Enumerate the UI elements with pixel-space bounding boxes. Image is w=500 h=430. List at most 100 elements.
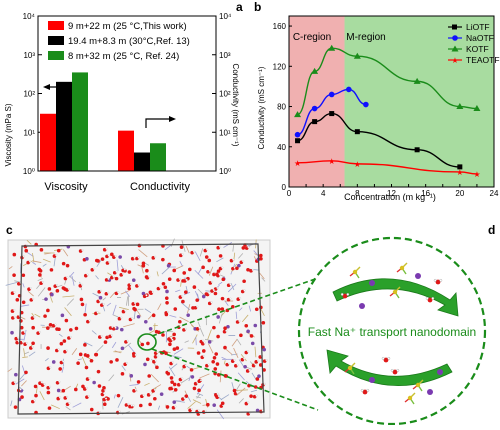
hydrogen-atom (180, 325, 182, 327)
atom (121, 372, 125, 376)
atom (207, 259, 211, 263)
y-tick-label: 10⁰ (23, 167, 35, 176)
hydrogen-atom (108, 261, 110, 263)
atom (103, 402, 107, 406)
atom (188, 268, 192, 272)
atom (221, 402, 225, 406)
atom (149, 327, 153, 331)
hydrogen-atom (49, 386, 51, 388)
atom (235, 266, 239, 270)
hydrogen-atom (341, 293, 343, 295)
hydrogen-atom (101, 335, 103, 337)
hydrogen-atom (434, 279, 436, 281)
atom (215, 272, 219, 276)
hydrogen-atom (213, 289, 215, 291)
atom (165, 301, 169, 305)
hydrogen-atom (382, 357, 384, 359)
hydrogen-atom (150, 393, 152, 395)
atom (146, 357, 150, 361)
hydrogen-atom (59, 397, 61, 399)
hydrogen-atom (107, 292, 109, 294)
hydrogen-atom (112, 326, 114, 328)
hydrogen-atom (34, 400, 36, 402)
atom (109, 360, 113, 364)
hydrogen-atom (367, 389, 369, 391)
atom (172, 269, 176, 273)
hydrogen-atom (131, 405, 133, 407)
atom (22, 273, 26, 277)
hydrogen-atom (247, 351, 249, 353)
atom (83, 343, 87, 347)
atom (128, 270, 132, 274)
atom (262, 348, 266, 352)
atom (81, 303, 85, 307)
region-label-c: C-region (293, 32, 331, 43)
hydrogen-atom (208, 293, 210, 295)
hydrogen-atom (97, 312, 99, 314)
atom (184, 290, 188, 294)
atom (246, 330, 250, 334)
hydrogen-atom (182, 253, 184, 255)
atom (155, 366, 159, 370)
atom (37, 268, 41, 272)
hydrogen-atom (100, 290, 102, 292)
hydrogen-atom (203, 355, 205, 357)
y2-tick-label: 10¹ (219, 128, 231, 137)
atom (214, 292, 218, 296)
atom (244, 324, 248, 328)
atom (251, 342, 255, 346)
hydrogen-atom (99, 300, 101, 302)
atom (129, 374, 133, 378)
atom (66, 264, 70, 268)
atom (165, 290, 169, 294)
hydrogen-atom (229, 298, 231, 300)
hydrogen-atom (66, 350, 68, 352)
data-point (346, 87, 352, 93)
atom (172, 333, 176, 337)
atom (143, 363, 147, 367)
atom (132, 278, 136, 282)
atom (136, 303, 140, 307)
data-point (329, 92, 335, 98)
hydrogen-atom (185, 365, 187, 367)
hydrogen-atom (154, 256, 156, 258)
panel-a-right-arrow (146, 116, 176, 128)
atom (76, 361, 80, 365)
atom (80, 298, 84, 302)
atom (166, 405, 170, 409)
atom (117, 394, 121, 398)
hydrogen-atom (86, 387, 88, 389)
hydrogen-atom (217, 393, 219, 395)
atom (202, 295, 206, 299)
atom (97, 370, 101, 374)
hydrogen-atom (193, 251, 195, 253)
hydrogen-atom (62, 361, 64, 363)
atom (180, 245, 184, 249)
hydrogen-atom (143, 394, 145, 396)
hydrogen-atom (221, 267, 223, 269)
data-point: ★ (328, 157, 335, 166)
atom (212, 403, 216, 407)
hydrogen-atom (68, 288, 70, 290)
legend-label: 8 m+32 m (25 °C, Ref. 24) (68, 51, 179, 62)
hydrogen-atom (432, 297, 434, 299)
legend-label: LiOTF (466, 22, 490, 32)
atom (92, 381, 96, 385)
hydrogen-atom (237, 364, 239, 366)
atom (34, 385, 38, 389)
sodium-ion (437, 369, 443, 375)
hydrogen-atom (361, 389, 363, 391)
hydrogen-atom (111, 335, 113, 337)
atom (75, 327, 79, 331)
hydrogen-atom (32, 298, 34, 300)
legend-label: 19.4 m+8.3 m (30°C,Ref. 13) (68, 36, 190, 47)
hydrogen-atom (247, 402, 249, 404)
hydrogen-atom (131, 318, 133, 320)
atom (208, 340, 212, 344)
hydrogen-atom (134, 302, 136, 304)
atom (213, 356, 217, 360)
panel-b: b Conductivity (mS cm⁻¹) Concentration (… (254, 0, 500, 202)
hydrogen-atom (219, 274, 221, 276)
hydrogen-atom (186, 279, 188, 281)
hydrogen-atom (124, 269, 126, 271)
